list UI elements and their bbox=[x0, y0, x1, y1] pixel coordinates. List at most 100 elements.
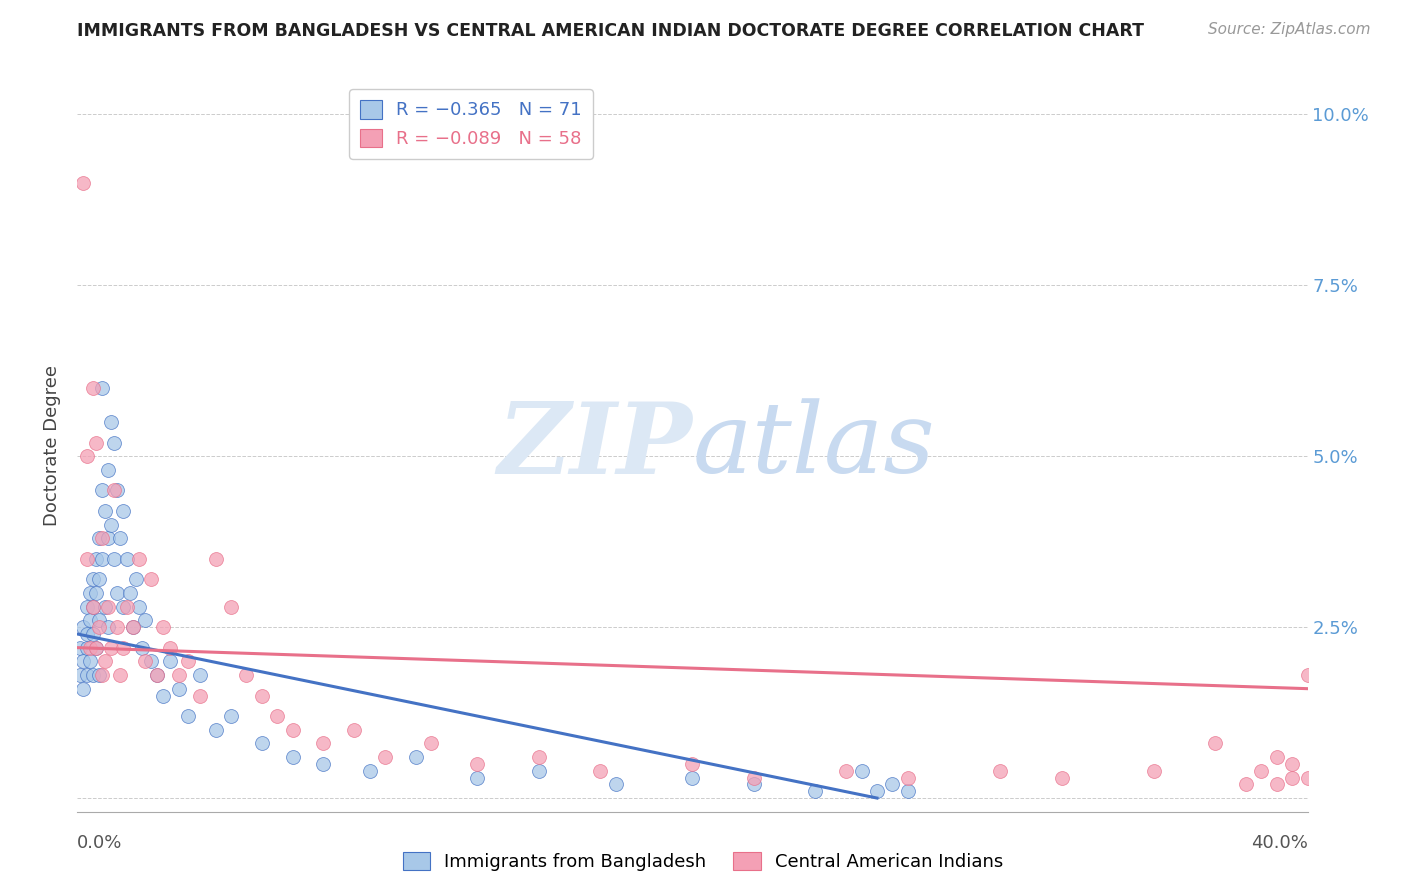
Point bbox=[128, 599, 150, 614]
Point bbox=[84, 551, 107, 566]
Point bbox=[152, 689, 174, 703]
Point bbox=[90, 381, 114, 395]
Y-axis label: Doctorate Degree: Doctorate Degree bbox=[44, 366, 62, 526]
Point bbox=[405, 750, 427, 764]
Point bbox=[1281, 756, 1303, 771]
Point bbox=[804, 784, 827, 798]
Point bbox=[742, 777, 765, 791]
Point bbox=[100, 415, 122, 429]
Point bbox=[72, 681, 94, 696]
Point bbox=[465, 771, 488, 785]
Point bbox=[235, 668, 257, 682]
Point bbox=[465, 756, 488, 771]
Point bbox=[1296, 668, 1319, 682]
Point bbox=[82, 381, 104, 395]
Point bbox=[87, 620, 110, 634]
Point bbox=[1265, 777, 1288, 791]
Text: IMMIGRANTS FROM BANGLADESH VS CENTRAL AMERICAN INDIAN DOCTORATE DEGREE CORRELATI: IMMIGRANTS FROM BANGLADESH VS CENTRAL AM… bbox=[77, 22, 1144, 40]
Point bbox=[250, 689, 273, 703]
Point bbox=[90, 668, 114, 682]
Point bbox=[1265, 750, 1288, 764]
Text: Source: ZipAtlas.com: Source: ZipAtlas.com bbox=[1208, 22, 1371, 37]
Point bbox=[882, 777, 904, 791]
Point bbox=[134, 613, 156, 627]
Point bbox=[72, 620, 94, 634]
Point bbox=[79, 654, 101, 668]
Point bbox=[79, 613, 101, 627]
Point bbox=[250, 736, 273, 750]
Point bbox=[100, 640, 122, 655]
Point bbox=[110, 668, 132, 682]
Point bbox=[835, 764, 858, 778]
Point bbox=[141, 654, 163, 668]
Text: ZIP: ZIP bbox=[498, 398, 693, 494]
Point bbox=[1281, 771, 1303, 785]
Point bbox=[312, 756, 335, 771]
Point bbox=[146, 668, 169, 682]
Point bbox=[79, 586, 101, 600]
Point bbox=[76, 627, 98, 641]
Point bbox=[94, 654, 117, 668]
Point bbox=[103, 551, 125, 566]
Point bbox=[188, 668, 212, 682]
Point bbox=[112, 504, 135, 518]
Point bbox=[82, 572, 104, 586]
Point bbox=[742, 771, 765, 785]
Point bbox=[851, 764, 873, 778]
Point bbox=[72, 176, 94, 190]
Point bbox=[866, 784, 889, 798]
Point bbox=[82, 599, 104, 614]
Point bbox=[420, 736, 443, 750]
Point bbox=[167, 668, 190, 682]
Point bbox=[97, 531, 120, 545]
Point bbox=[97, 599, 120, 614]
Point bbox=[146, 668, 169, 682]
Point bbox=[897, 784, 920, 798]
Point bbox=[312, 736, 335, 750]
Point bbox=[1250, 764, 1272, 778]
Point bbox=[131, 640, 153, 655]
Legend: Immigrants from Bangladesh, Central American Indians: Immigrants from Bangladesh, Central Amer… bbox=[395, 845, 1011, 879]
Point bbox=[152, 620, 174, 634]
Point bbox=[219, 709, 242, 723]
Point bbox=[110, 531, 132, 545]
Point bbox=[589, 764, 612, 778]
Point bbox=[682, 771, 704, 785]
Point bbox=[82, 627, 104, 641]
Point bbox=[87, 668, 110, 682]
Point bbox=[76, 599, 98, 614]
Point bbox=[1296, 771, 1319, 785]
Point bbox=[118, 586, 141, 600]
Point bbox=[94, 504, 117, 518]
Point bbox=[76, 551, 98, 566]
Point bbox=[100, 517, 122, 532]
Text: 0.0%: 0.0% bbox=[77, 834, 122, 852]
Point bbox=[159, 654, 181, 668]
Point bbox=[1234, 777, 1257, 791]
Point bbox=[112, 640, 135, 655]
Point bbox=[76, 640, 98, 655]
Point bbox=[121, 620, 143, 634]
Point bbox=[359, 764, 381, 778]
Point bbox=[121, 620, 143, 634]
Point bbox=[988, 764, 1011, 778]
Point bbox=[90, 551, 114, 566]
Point bbox=[105, 586, 128, 600]
Point bbox=[112, 599, 135, 614]
Point bbox=[76, 449, 98, 463]
Point bbox=[897, 771, 920, 785]
Point bbox=[1050, 771, 1073, 785]
Point bbox=[94, 599, 117, 614]
Point bbox=[84, 640, 107, 655]
Point bbox=[84, 586, 107, 600]
Point bbox=[128, 551, 150, 566]
Point bbox=[266, 709, 288, 723]
Point bbox=[115, 599, 138, 614]
Point bbox=[87, 613, 110, 627]
Point bbox=[204, 551, 226, 566]
Point bbox=[79, 640, 101, 655]
Point bbox=[76, 668, 98, 682]
Point bbox=[605, 777, 627, 791]
Point bbox=[90, 531, 114, 545]
Point bbox=[374, 750, 396, 764]
